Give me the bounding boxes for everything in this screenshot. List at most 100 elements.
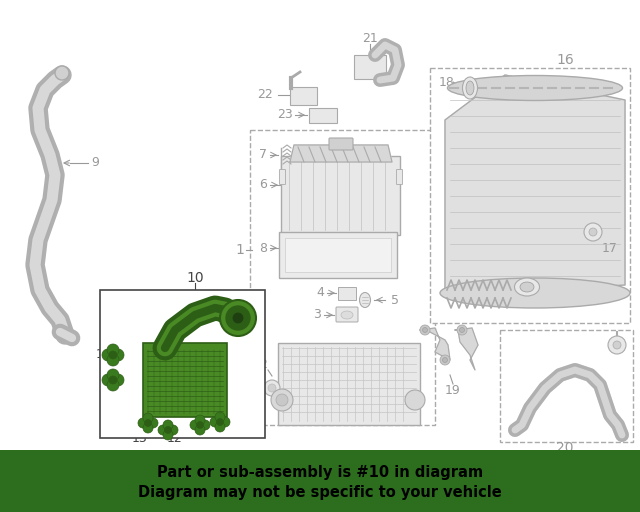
FancyBboxPatch shape <box>280 169 285 184</box>
FancyBboxPatch shape <box>430 68 630 323</box>
Circle shape <box>148 418 158 428</box>
Circle shape <box>164 426 172 434</box>
Ellipse shape <box>440 278 630 308</box>
Circle shape <box>168 425 178 435</box>
Text: 12: 12 <box>167 432 183 444</box>
Circle shape <box>226 306 250 330</box>
Circle shape <box>102 349 114 361</box>
Text: 19: 19 <box>445 383 461 396</box>
FancyBboxPatch shape <box>281 156 400 235</box>
Circle shape <box>107 369 119 381</box>
FancyBboxPatch shape <box>329 138 353 150</box>
Text: 23: 23 <box>277 109 293 121</box>
Text: 21: 21 <box>362 32 378 45</box>
Circle shape <box>584 223 602 241</box>
Text: 14: 14 <box>220 409 236 421</box>
Text: 5: 5 <box>391 293 399 307</box>
Circle shape <box>107 379 119 391</box>
Circle shape <box>138 418 148 428</box>
Circle shape <box>216 418 223 425</box>
Ellipse shape <box>520 282 534 292</box>
FancyBboxPatch shape <box>285 238 391 272</box>
Text: 4: 4 <box>316 287 324 300</box>
FancyBboxPatch shape <box>354 55 386 79</box>
Polygon shape <box>0 450 640 512</box>
Circle shape <box>163 430 173 440</box>
FancyBboxPatch shape <box>336 307 358 322</box>
Ellipse shape <box>360 292 371 308</box>
Circle shape <box>107 344 119 356</box>
Circle shape <box>215 422 225 432</box>
FancyBboxPatch shape <box>309 108 337 123</box>
Text: 20: 20 <box>556 441 573 455</box>
Polygon shape <box>455 328 478 370</box>
Circle shape <box>112 349 124 361</box>
Text: Part or sub-assembly is #10 in diagram: Part or sub-assembly is #10 in diagram <box>157 464 483 480</box>
Text: 2: 2 <box>259 358 267 372</box>
Circle shape <box>195 415 205 425</box>
Circle shape <box>163 420 173 430</box>
Circle shape <box>271 389 293 411</box>
Polygon shape <box>290 145 392 162</box>
Circle shape <box>220 417 230 427</box>
Circle shape <box>158 425 168 435</box>
FancyBboxPatch shape <box>279 232 397 278</box>
Text: 9: 9 <box>91 157 99 169</box>
Circle shape <box>589 228 597 236</box>
Circle shape <box>109 351 117 359</box>
Text: 13: 13 <box>132 432 148 444</box>
FancyBboxPatch shape <box>290 87 317 105</box>
Circle shape <box>442 357 447 362</box>
Circle shape <box>264 380 280 396</box>
Circle shape <box>440 355 450 365</box>
Circle shape <box>232 312 244 324</box>
Text: 8: 8 <box>259 242 267 254</box>
Circle shape <box>420 325 430 335</box>
FancyBboxPatch shape <box>250 130 435 425</box>
FancyBboxPatch shape <box>500 330 633 442</box>
Polygon shape <box>445 75 625 295</box>
Circle shape <box>195 425 205 435</box>
Circle shape <box>55 66 69 80</box>
Text: 10: 10 <box>186 271 204 285</box>
Circle shape <box>613 341 621 349</box>
Ellipse shape <box>466 81 474 95</box>
Text: Diagram may not be specific to your vehicle: Diagram may not be specific to your vehi… <box>138 484 502 500</box>
Circle shape <box>200 420 210 430</box>
Circle shape <box>457 325 467 335</box>
Circle shape <box>268 384 276 392</box>
Circle shape <box>215 412 225 422</box>
FancyBboxPatch shape <box>143 343 227 417</box>
FancyBboxPatch shape <box>338 287 356 300</box>
Circle shape <box>112 374 124 386</box>
Circle shape <box>220 300 256 336</box>
Circle shape <box>422 328 428 332</box>
Circle shape <box>196 421 204 429</box>
Circle shape <box>405 390 425 410</box>
Text: 15: 15 <box>240 313 256 327</box>
Circle shape <box>460 328 465 332</box>
Circle shape <box>190 420 200 430</box>
FancyBboxPatch shape <box>100 290 265 438</box>
Ellipse shape <box>463 77 477 99</box>
FancyBboxPatch shape <box>278 343 420 425</box>
Circle shape <box>608 336 626 354</box>
Text: 3: 3 <box>313 309 321 322</box>
Circle shape <box>143 423 153 433</box>
Circle shape <box>145 419 152 426</box>
Text: 6: 6 <box>259 179 267 191</box>
Text: 16: 16 <box>556 53 574 67</box>
Circle shape <box>143 413 153 423</box>
Text: 1: 1 <box>236 243 244 257</box>
Ellipse shape <box>341 311 353 319</box>
Text: 7: 7 <box>259 148 267 161</box>
Text: 18: 18 <box>439 75 455 89</box>
FancyBboxPatch shape <box>397 169 403 184</box>
Circle shape <box>107 354 119 366</box>
Text: 18: 18 <box>550 281 566 293</box>
Ellipse shape <box>515 278 540 296</box>
Text: 11: 11 <box>96 349 112 361</box>
Circle shape <box>109 376 117 384</box>
Polygon shape <box>420 328 450 360</box>
Circle shape <box>102 374 114 386</box>
